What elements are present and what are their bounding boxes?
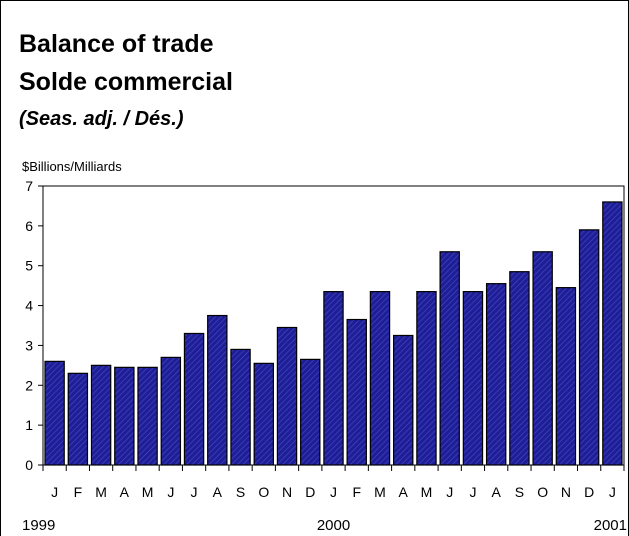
bar [555, 287, 577, 466]
x-tick-label: A [492, 484, 502, 500]
x-tick-label: N [282, 484, 292, 500]
bar [485, 283, 507, 466]
x-tick-label: M [142, 484, 154, 500]
bar [346, 318, 367, 466]
bar [114, 366, 135, 466]
bar [578, 229, 600, 466]
x-tick-label: M [374, 484, 386, 500]
chart-title: Balance of trade [19, 30, 214, 58]
x-tick-label: J [191, 484, 198, 500]
y-tick-label: 5 [25, 258, 33, 274]
y-tick-label: 4 [25, 298, 33, 314]
x-tick-label: F [74, 484, 83, 500]
y-tick-label: 0 [25, 457, 33, 473]
y-axis-unit-label: $Billions/Milliards [22, 159, 122, 174]
bar [416, 291, 437, 466]
bar [137, 366, 158, 466]
bar [532, 251, 553, 466]
year-label: 2000 [317, 517, 350, 534]
bar [462, 291, 484, 466]
x-tick-label: J [51, 484, 58, 500]
bar [439, 251, 460, 466]
bar [160, 356, 182, 466]
x-tick-label: S [515, 484, 524, 500]
bar [276, 326, 298, 466]
year-label: 1999 [22, 517, 55, 534]
bar [323, 291, 344, 466]
x-tick-label: A [120, 484, 130, 500]
x-tick-label: J [469, 484, 476, 500]
x-tick-label: F [352, 484, 361, 500]
bar [44, 360, 65, 466]
y-tick-label: 7 [25, 178, 33, 194]
x-tick-label: S [236, 484, 245, 500]
bar [393, 334, 414, 466]
x-tick-label: O [537, 484, 548, 500]
bar [509, 271, 530, 466]
x-tick-label: D [305, 484, 315, 500]
bar [253, 362, 275, 466]
bar [602, 201, 623, 466]
chart-note: (Seas. adj. / Dés.) [19, 108, 184, 130]
bar [183, 332, 205, 466]
bar [67, 372, 89, 466]
x-tick-label: D [584, 484, 594, 500]
chart-subtitle: Solde commercial [19, 68, 233, 96]
x-tick-label: J [167, 484, 174, 500]
year-label: 2001 [594, 517, 627, 534]
x-tick-label: A [399, 484, 409, 500]
bar [207, 314, 228, 466]
bar [369, 291, 391, 466]
x-tick-label: M [95, 484, 107, 500]
x-tick-label: N [561, 484, 571, 500]
y-tick-label: 3 [25, 337, 33, 353]
x-tick-label: A [213, 484, 223, 500]
x-tick-label: M [421, 484, 433, 500]
y-tick-label: 1 [25, 417, 33, 433]
x-tick-label: O [258, 484, 269, 500]
x-tick-label: J [446, 484, 453, 500]
x-tick-label: J [609, 484, 616, 500]
x-tick-label: J [330, 484, 337, 500]
y-tick-label: 6 [25, 218, 33, 234]
bar [90, 364, 112, 466]
y-tick-label: 2 [25, 377, 33, 393]
bar [230, 348, 251, 466]
bar [300, 358, 321, 466]
